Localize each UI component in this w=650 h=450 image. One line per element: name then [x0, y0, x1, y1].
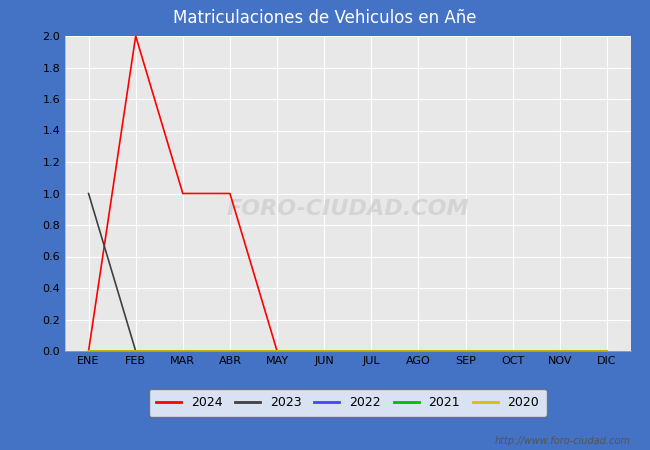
2020 — [462, 348, 469, 354]
2023 — [462, 348, 469, 354]
2024 — [273, 348, 281, 354]
2023 — [367, 348, 375, 354]
2022 — [367, 348, 375, 354]
2022 — [179, 348, 187, 354]
2020 — [603, 348, 611, 354]
2021 — [603, 348, 611, 354]
2022 — [226, 348, 234, 354]
2022 — [320, 348, 328, 354]
2020 — [509, 348, 517, 354]
2021 — [415, 348, 422, 354]
2021 — [132, 348, 140, 354]
2021 — [367, 348, 375, 354]
2021 — [462, 348, 469, 354]
2023 — [132, 348, 140, 354]
2020 — [367, 348, 375, 354]
2022 — [462, 348, 469, 354]
2021 — [226, 348, 234, 354]
2023 — [273, 348, 281, 354]
2022 — [556, 348, 564, 354]
2024 — [84, 348, 92, 354]
2020 — [179, 348, 187, 354]
2022 — [84, 348, 92, 354]
2024 — [132, 33, 140, 39]
2020 — [226, 348, 234, 354]
Text: Matriculaciones de Vehiculos en Añe: Matriculaciones de Vehiculos en Añe — [174, 9, 476, 27]
2023 — [556, 348, 564, 354]
2022 — [132, 348, 140, 354]
2023 — [179, 348, 187, 354]
2023 — [509, 348, 517, 354]
2021 — [179, 348, 187, 354]
2023 — [84, 191, 92, 196]
2024 — [179, 191, 187, 196]
Line: 2024: 2024 — [88, 36, 277, 351]
2023 — [415, 348, 422, 354]
2020 — [415, 348, 422, 354]
Line: 2023: 2023 — [88, 194, 607, 351]
2023 — [226, 348, 234, 354]
2022 — [273, 348, 281, 354]
2022 — [415, 348, 422, 354]
2022 — [509, 348, 517, 354]
Text: http://www.foro-ciudad.com: http://www.foro-ciudad.com — [495, 436, 630, 446]
2021 — [320, 348, 328, 354]
2021 — [556, 348, 564, 354]
2020 — [320, 348, 328, 354]
2024 — [226, 191, 234, 196]
2022 — [603, 348, 611, 354]
Legend: 2024, 2023, 2022, 2021, 2020: 2024, 2023, 2022, 2021, 2020 — [149, 389, 547, 417]
2023 — [603, 348, 611, 354]
2020 — [84, 348, 92, 354]
2021 — [509, 348, 517, 354]
2020 — [132, 348, 140, 354]
2021 — [273, 348, 281, 354]
2020 — [273, 348, 281, 354]
Text: FORO-CIUDAD.COM: FORO-CIUDAD.COM — [226, 199, 469, 219]
2023 — [320, 348, 328, 354]
2021 — [84, 348, 92, 354]
2020 — [556, 348, 564, 354]
